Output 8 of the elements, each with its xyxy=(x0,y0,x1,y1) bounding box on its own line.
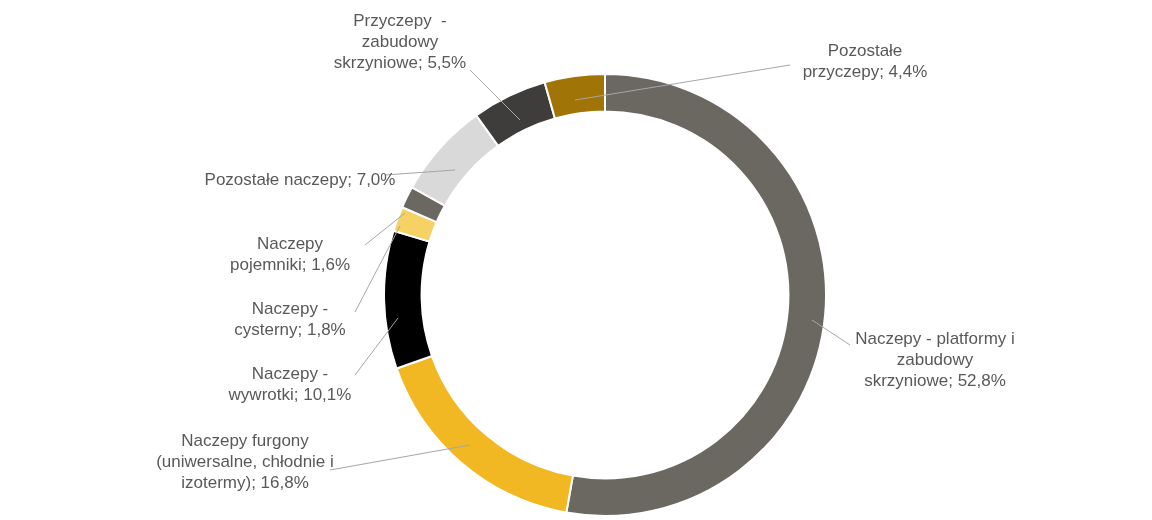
slice-label: Naczepy furgony (uniwersalne, chłodnie i izotermy); 16,8% xyxy=(156,430,334,492)
slice-label: Naczepy - wywrotki; 10,1% xyxy=(227,364,352,405)
slice-label: Przyczepy - zabudowy skrzyniowe; 5,5% xyxy=(333,10,467,72)
slice-label: Naczepy - cysterny; 1,8% xyxy=(234,299,346,340)
slice-label: Pozostałe naczepy; 7,0% xyxy=(204,169,396,189)
slice-label: Naczepy pojemniki; 1,6% xyxy=(229,234,351,275)
slice-label: Pozostałe przyczepy; 4,4% xyxy=(802,41,928,82)
slice-label: Naczepy - platformy i zabudowy skrzyniowe; 52,8% xyxy=(855,328,1015,390)
